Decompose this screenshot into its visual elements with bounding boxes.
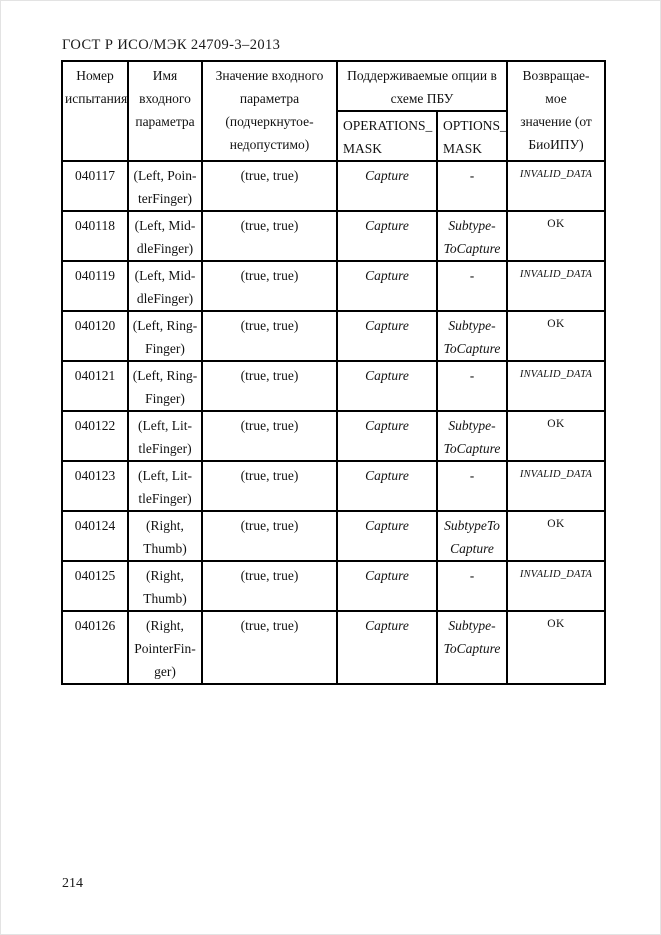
operations-mask-cell: Capture	[336, 610, 438, 685]
header-return-value: Возвращае- мое значение (от БиоИПУ)	[506, 60, 607, 162]
header-param-name: Имя входного параметра	[127, 60, 203, 162]
test-number-cell: 040118	[61, 210, 129, 262]
header-operations-mask: OPERATIONS_ MASK	[336, 110, 438, 162]
param-name-cell: (Left, Ring- Finger)	[127, 310, 203, 362]
table-row: 040126 (Right, PointerFin- ger) (true, t…	[61, 610, 607, 685]
param-value-cell: (true, true)	[201, 610, 338, 685]
param-name-cell: (Right, PointerFin- ger)	[127, 610, 203, 685]
return-value-cell: OK	[506, 610, 607, 685]
header-test-number: Номер испытания	[61, 60, 129, 162]
table-row: 040117 (Left, Poin- terFinger) (true, tr…	[61, 160, 607, 212]
param-value-cell: (true, true)	[201, 460, 338, 512]
operations-mask-cell: Capture	[336, 260, 438, 312]
table-row: 040121 (Left, Ring- Finger) (true, true)…	[61, 360, 607, 412]
header-options-mask: OPTIONS_ MASK	[435, 110, 509, 162]
operations-mask-cell: Capture	[336, 210, 438, 262]
param-name-cell: (Left, Lit- tleFinger)	[127, 410, 203, 462]
table-row: 040118 (Left, Mid- dleFinger) (true, tru…	[61, 210, 607, 262]
table-row: 040124 (Right, Thumb) (true, true) Captu…	[61, 510, 607, 562]
table-header-row-sub: OPERATIONS_ MASK OPTIONS_ MASK	[62, 110, 605, 162]
test-number-cell: 040124	[61, 510, 129, 562]
param-name-cell: (Right, Thumb)	[127, 560, 203, 612]
test-cases-table: Номер испытания Имя входного параметра З…	[61, 60, 607, 685]
param-value-cell: (true, true)	[201, 210, 338, 262]
return-value-cell: OK	[506, 310, 607, 362]
param-name-cell: (Left, Ring- Finger)	[127, 360, 203, 412]
param-value-cell: (true, true)	[201, 560, 338, 612]
document-standard-header: ГОСТ Р ИСО/МЭК 24709-3–2013	[62, 37, 281, 53]
options-mask-cell: Subtype- ToCapture	[435, 210, 509, 262]
options-mask-cell: -	[435, 560, 509, 612]
test-number-cell: 040121	[61, 360, 129, 412]
operations-mask-cell: Capture	[336, 160, 438, 212]
test-number-cell: 040122	[61, 410, 129, 462]
header-supported-options: Поддерживаемые опции в схеме ПБУ	[335, 60, 509, 112]
param-value-cell: (true, true)	[201, 310, 338, 362]
test-number-cell: 040126	[61, 610, 129, 685]
table-row: 040120 (Left, Ring- Finger) (true, true)…	[61, 310, 607, 362]
param-value-cell: (true, true)	[201, 510, 338, 562]
options-mask-cell: -	[435, 360, 509, 412]
param-value-cell: (true, true)	[201, 360, 338, 412]
operations-mask-cell: Capture	[336, 560, 438, 612]
table-row: 040119 (Left, Mid- dleFinger) (true, tru…	[61, 260, 607, 312]
param-value-cell: (true, true)	[201, 260, 338, 312]
return-value-cell: OK	[506, 410, 607, 462]
return-value-cell: INVALID_DATA	[506, 560, 607, 612]
test-number-cell: 040123	[61, 460, 129, 512]
return-value-cell: OK	[506, 210, 607, 262]
param-name-cell: (Left, Poin- terFinger)	[127, 160, 203, 212]
options-mask-cell: Subtype- ToCapture	[435, 310, 509, 362]
return-value-cell: INVALID_DATA	[506, 360, 607, 412]
options-mask-cell: -	[435, 160, 509, 212]
table-row: 040122 (Left, Lit- tleFinger) (true, tru…	[61, 410, 607, 462]
param-name-cell: (Left, Mid- dleFinger)	[127, 210, 203, 262]
param-name-cell: (Left, Lit- tleFinger)	[127, 460, 203, 512]
return-value-cell: OK	[506, 510, 607, 562]
page-number: 214	[62, 876, 83, 891]
table-header-row-top: Номер испытания Имя входного параметра З…	[61, 60, 607, 162]
param-name-cell: (Left, Mid- dleFinger)	[127, 260, 203, 312]
param-name-cell: (Right, Thumb)	[127, 510, 203, 562]
test-number-cell: 040117	[61, 160, 129, 212]
param-value-cell: (true, true)	[201, 410, 338, 462]
test-number-cell: 040125	[61, 560, 129, 612]
return-value-cell: INVALID_DATA	[506, 160, 607, 212]
return-value-cell: INVALID_DATA	[506, 260, 607, 312]
options-mask-cell: -	[435, 460, 509, 512]
test-number-cell: 040119	[61, 260, 129, 312]
operations-mask-cell: Capture	[336, 310, 438, 362]
operations-mask-cell: Capture	[336, 360, 438, 412]
table-row: 040123 (Left, Lit- tleFinger) (true, tru…	[61, 460, 607, 512]
test-number-cell: 040120	[61, 310, 129, 362]
options-mask-cell: Subtype- ToCapture	[435, 610, 509, 685]
operations-mask-cell: Capture	[336, 510, 438, 562]
header-param-value: Значение входного параметра (подчеркнуто…	[201, 60, 338, 162]
options-mask-cell: -	[435, 260, 509, 312]
options-mask-cell: SubtypeTo Capture	[435, 510, 509, 562]
operations-mask-cell: Capture	[336, 410, 438, 462]
options-mask-cell: Subtype- ToCapture	[435, 410, 509, 462]
param-value-cell: (true, true)	[201, 160, 338, 212]
return-value-cell: INVALID_DATA	[506, 460, 607, 512]
table-row: 040125 (Right, Thumb) (true, true) Captu…	[61, 560, 607, 612]
operations-mask-cell: Capture	[336, 460, 438, 512]
